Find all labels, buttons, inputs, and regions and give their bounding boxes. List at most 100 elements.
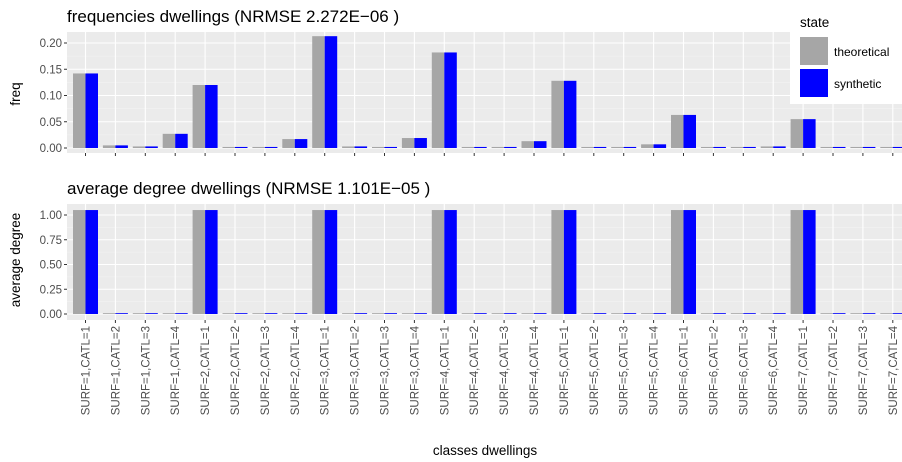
bar-theoretical xyxy=(372,146,385,148)
bar-synthetic xyxy=(563,210,577,314)
bar-synthetic xyxy=(563,80,577,148)
bar-theoretical xyxy=(73,73,86,148)
bar-theoretical xyxy=(611,146,624,148)
bar-theoretical xyxy=(342,146,355,148)
x-tick-label: SURF=6,CATL=2 xyxy=(708,326,720,415)
bar-synthetic xyxy=(414,313,427,314)
bar-synthetic xyxy=(444,52,457,149)
x-tick-label: SURF=3,CATL=4 xyxy=(409,325,421,415)
bar-synthetic xyxy=(653,313,667,314)
bar-theoretical xyxy=(162,133,176,148)
bar-theoretical xyxy=(581,313,594,314)
x-tick-label: SURF=7,CATL=2 xyxy=(828,326,840,415)
bar-synthetic xyxy=(264,313,278,314)
bar-synthetic xyxy=(474,146,487,148)
legend-label-theoretical: theoretical xyxy=(834,45,889,59)
bar-theoretical xyxy=(760,313,774,314)
bar-theoretical xyxy=(521,313,534,314)
bar-theoretical xyxy=(760,146,774,148)
bar-theoretical xyxy=(73,210,86,314)
bar-synthetic xyxy=(294,139,308,148)
bar-synthetic xyxy=(743,313,756,314)
bar-theoretical xyxy=(461,146,475,148)
x-tick-label: SURF=3,CATL=2 xyxy=(350,326,362,415)
bar-theoretical xyxy=(850,313,863,314)
bar-synthetic xyxy=(85,210,98,314)
bar-synthetic xyxy=(115,145,128,148)
bar-synthetic xyxy=(205,85,218,148)
bar-synthetic xyxy=(683,210,696,314)
x-tick-label: SURF=4,CATL=4 xyxy=(529,325,541,415)
bar-theoretical xyxy=(880,313,893,314)
bar-synthetic xyxy=(175,313,188,314)
bar-theoretical xyxy=(102,313,116,314)
bar-theoretical xyxy=(431,52,445,149)
x-tick-label: SURF=7,CATL=1 xyxy=(798,326,810,415)
legend-label-synthetic: synthetic xyxy=(834,77,881,91)
bar-synthetic xyxy=(175,133,188,148)
y-tick-label: 0.05 xyxy=(40,117,62,129)
x-tick-label: SURF=4,CATL=1 xyxy=(439,326,451,415)
y-tick-label: 1.00 xyxy=(40,210,62,222)
bar-synthetic xyxy=(384,146,397,148)
bar-synthetic xyxy=(115,313,128,314)
bar-theoretical xyxy=(342,313,355,314)
bar-synthetic xyxy=(235,146,248,148)
bar-synthetic xyxy=(504,313,517,314)
x-tick-label: SURF=7,CATL=4 xyxy=(888,325,900,415)
bar-synthetic xyxy=(683,114,696,148)
bar-theoretical xyxy=(491,313,505,314)
bar-synthetic xyxy=(354,313,368,314)
bar-theoretical xyxy=(581,146,594,148)
legend-key-synthetic xyxy=(800,69,828,97)
x-tick-label: SURF=4,CATL=3 xyxy=(499,326,511,415)
bar-theoretical xyxy=(700,313,714,314)
x-axis-label: classes dwellings xyxy=(433,443,538,458)
bar-synthetic xyxy=(444,210,457,314)
bar-synthetic xyxy=(833,313,846,314)
x-tick-label: SURF=3,CATL=1 xyxy=(320,326,332,415)
bar-synthetic xyxy=(713,313,726,314)
x-tick-label: SURF=6,CATL=4 xyxy=(768,325,780,415)
bar-theoretical xyxy=(521,141,534,148)
x-tick-label: SURF=5,CATL=1 xyxy=(559,326,571,415)
bar-theoretical xyxy=(132,313,146,314)
bar-synthetic xyxy=(504,146,517,148)
bar-synthetic xyxy=(384,313,397,314)
x-tick-label: SURF=1,CATL=2 xyxy=(110,326,122,415)
bar-synthetic xyxy=(892,146,902,148)
bar-synthetic xyxy=(803,210,816,314)
bar-theoretical xyxy=(372,313,385,314)
average-degree-y-axis-label: average degree xyxy=(8,213,23,308)
frequencies-panel: frequencies dwellings (NRMSE 2.272E−06 )… xyxy=(8,7,902,156)
bar-synthetic xyxy=(833,146,846,148)
y-tick-label: 0.00 xyxy=(40,309,62,321)
bar-theoretical xyxy=(790,210,804,314)
bar-synthetic xyxy=(145,146,158,148)
x-tick-label: SURF=2,CATL=1 xyxy=(200,326,212,415)
bar-theoretical xyxy=(641,313,654,314)
bar-synthetic xyxy=(593,146,607,148)
x-tick-label: SURF=1,CATL=1 xyxy=(81,326,93,415)
bar-synthetic xyxy=(235,313,248,314)
x-tick-label: SURF=2,CATL=4 xyxy=(290,325,302,415)
bar-theoretical xyxy=(820,146,833,148)
bar-synthetic xyxy=(145,313,158,314)
bar-theoretical xyxy=(820,313,833,314)
bar-synthetic xyxy=(773,146,786,148)
average-degree-plot-background xyxy=(67,204,902,320)
bar-theoretical xyxy=(312,210,325,314)
bar-synthetic xyxy=(474,313,487,314)
legend-title: state xyxy=(800,15,829,30)
x-tick-label: SURF=3,CATL=3 xyxy=(380,326,392,415)
bar-theoretical xyxy=(671,210,684,314)
frequencies-y-axis-label: freq xyxy=(8,82,23,105)
bar-theoretical xyxy=(132,146,146,148)
bar-theoretical xyxy=(282,313,295,314)
bar-theoretical xyxy=(551,210,564,314)
y-tick-label: 0.25 xyxy=(40,284,62,296)
bar-theoretical xyxy=(671,114,684,148)
bar-synthetic xyxy=(264,146,278,148)
bar-theoretical xyxy=(252,146,265,148)
bar-theoretical xyxy=(700,146,714,148)
